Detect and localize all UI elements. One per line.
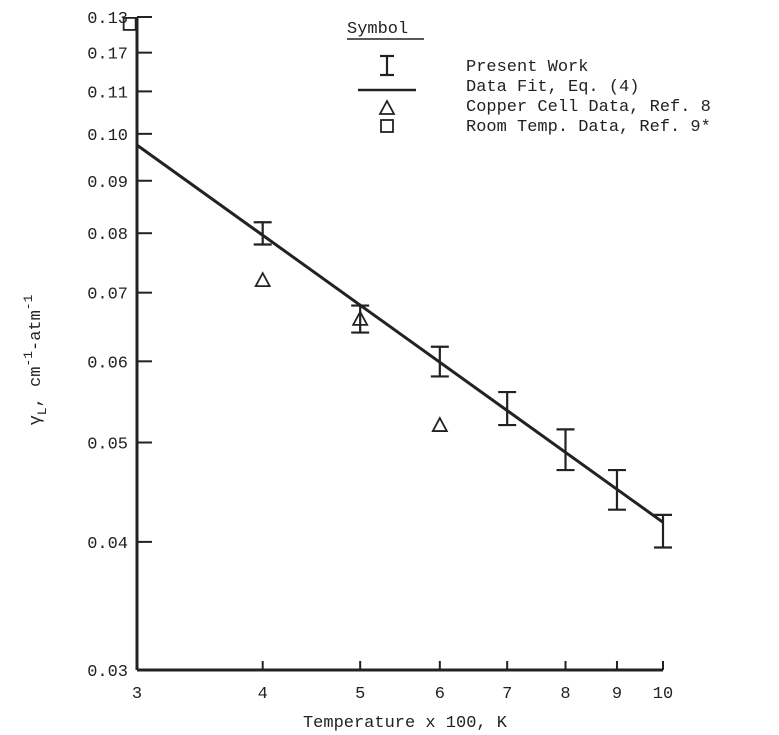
y-tick-label: 0.13 (87, 10, 128, 29)
fit-line-layer (136, 143, 664, 524)
legend-symbol-error-bar (380, 54, 394, 77)
svg-text:γL, cm-1-atm-1: γL, cm-1-atm-1 (21, 294, 50, 425)
y-axis-title-symbol: γ (27, 415, 46, 425)
y-axis-title-unit2: -atm (27, 310, 46, 351)
y-axis-title-unit1: , cm (27, 367, 46, 408)
x-tick-label: 5 (355, 685, 365, 704)
legend-entry-copper-cell: Copper Cell Data, Ref. 8 (466, 98, 711, 117)
triangle-point (351, 309, 369, 326)
axes (135, 16, 664, 672)
y-axis-title-sup1: -1 (21, 351, 36, 367)
x-tick-label: 3 (132, 685, 142, 704)
error-bar-point (654, 513, 672, 549)
error-bar-point (430, 345, 449, 378)
y-tick-label: 0.17 (87, 46, 128, 65)
error-bar-point (556, 428, 575, 472)
y-tick-label: 0.11 (87, 84, 128, 103)
tick-labels: 3 4 5 6 7 8 9 10 0.03 0.04 0.05 0.06 0.07 0.08 0.09 0.1… (87, 10, 673, 704)
y-tick-label: 0.09 (87, 174, 128, 193)
error-bar-point (607, 468, 626, 511)
y-tick-label: 0.03 (87, 663, 128, 682)
fit-line (136, 143, 664, 524)
x-tick-label: 9 (612, 685, 622, 704)
square-point (122, 17, 137, 31)
x-tick-label: 6 (435, 685, 445, 704)
legend-entry-present-work: Present Work (466, 58, 588, 77)
legend-entry-room-temp: Room Temp. Data, Ref. 9* (466, 118, 711, 137)
legend-symbol-square (380, 119, 394, 133)
legend-title: Symbol (347, 20, 408, 39)
error-bar-point (253, 221, 272, 246)
y-axis-title-sub: L (35, 407, 50, 415)
y-axis-title-sup2: -1 (21, 294, 36, 310)
x-tick-label: 10 (653, 685, 673, 704)
y-tick-label: 0.07 (87, 286, 128, 305)
x-axis-title: Temperature x 100, K (303, 714, 508, 733)
y-tick-label: 0.10 (87, 127, 128, 146)
legend-symbol-triangle (378, 99, 396, 115)
triangle-point (254, 271, 272, 288)
y-tick-label: 0.06 (87, 354, 128, 373)
legend-entry-data-fit: Data Fit, Eq. (4) (466, 78, 639, 97)
legend: Symbol Present Work Data Fit, Eq. (4) Co… (347, 20, 711, 137)
x-tick-label: 4 (258, 685, 268, 704)
triangle-point (431, 416, 449, 432)
points-layer (122, 17, 672, 549)
y-tick-label: 0.08 (87, 226, 128, 245)
x-tick-label: 8 (560, 685, 570, 704)
y-tick-label: 0.05 (87, 436, 128, 455)
x-tick-label: 7 (502, 685, 512, 704)
error-bar-point (498, 390, 517, 427)
y-tick-label: 0.04 (87, 535, 128, 554)
y-axis-title: γL, cm-1-atm-1 (21, 294, 50, 425)
